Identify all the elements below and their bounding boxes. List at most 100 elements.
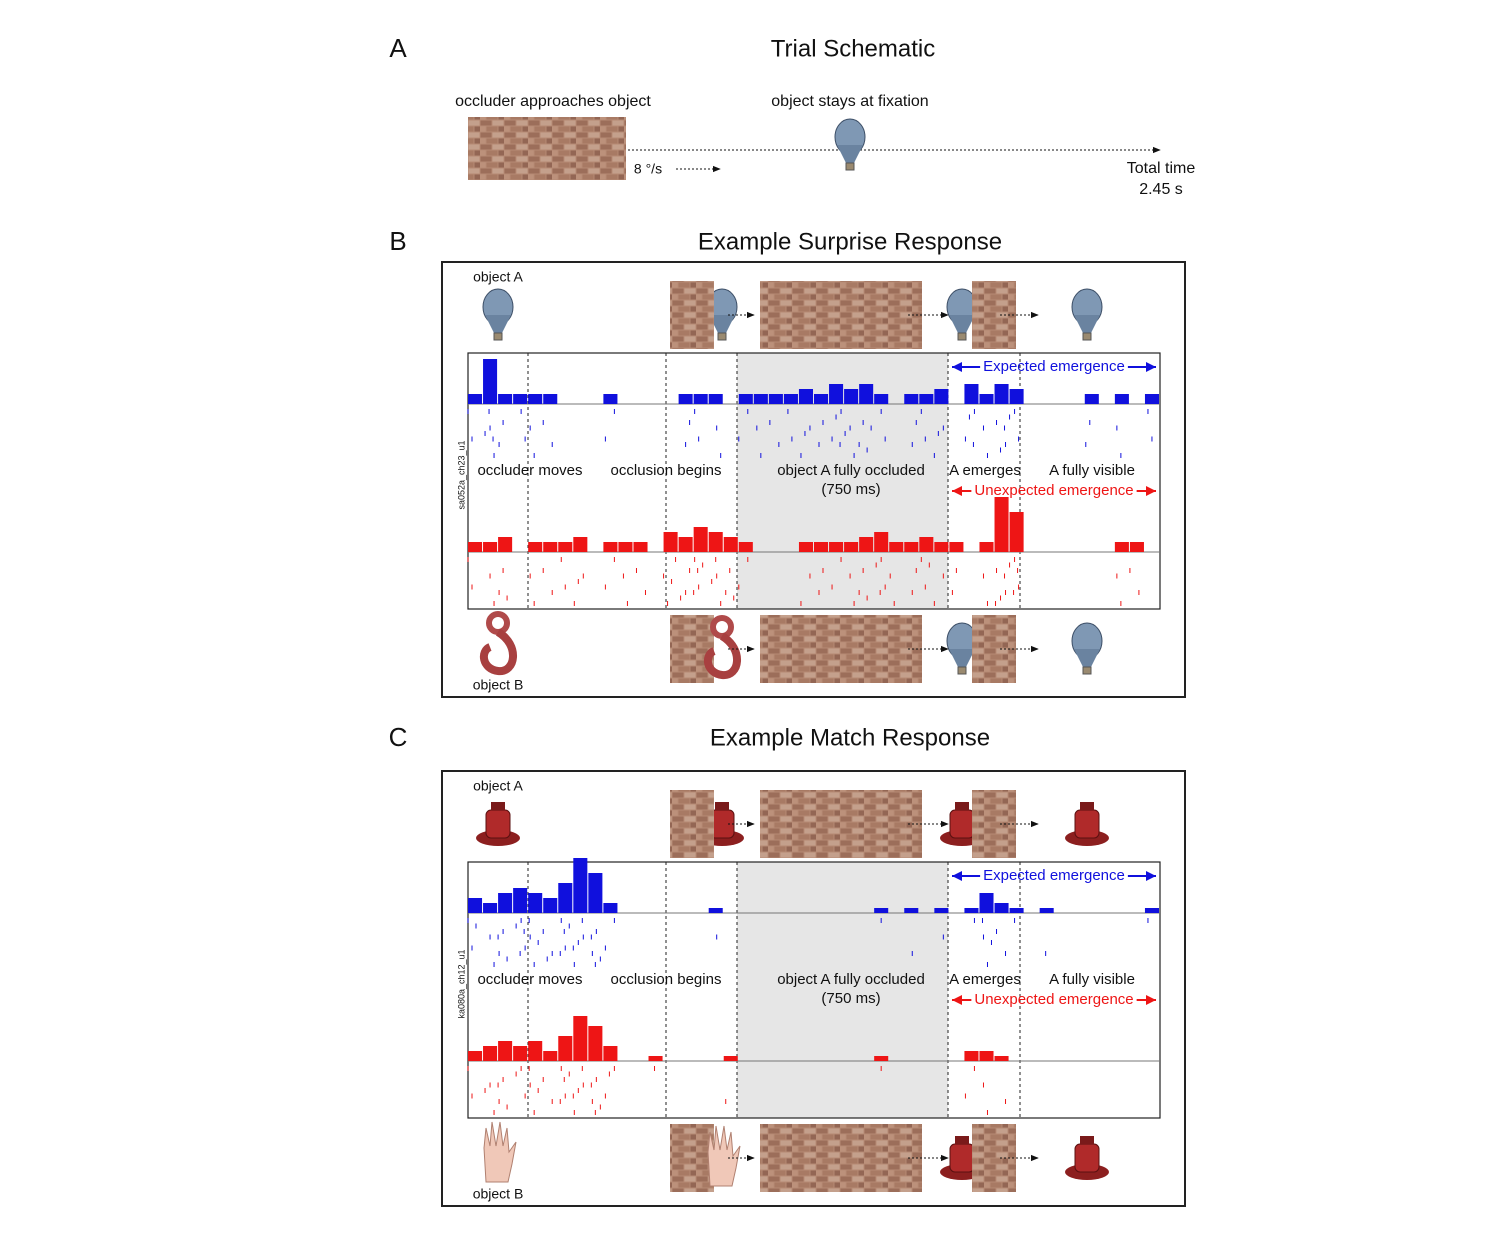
balloon-lower xyxy=(1074,649,1100,667)
icon xyxy=(703,615,741,679)
speed-label: 8 °/s xyxy=(634,161,662,177)
histogram-bar xyxy=(663,532,678,552)
histogram-bar xyxy=(678,394,693,404)
icon xyxy=(946,622,978,675)
histogram-bar xyxy=(708,394,723,404)
histogram-bar xyxy=(1144,908,1159,913)
histogram-bar xyxy=(723,1056,738,1061)
occluder xyxy=(760,615,922,683)
histogram-bar xyxy=(874,1056,889,1061)
histogram-bar xyxy=(588,1026,603,1061)
histogram-bar xyxy=(603,394,618,404)
arrowhead xyxy=(1146,362,1156,372)
event-label: (750 ms) xyxy=(821,481,880,498)
unit-label: sa052a_ch23_u1 xyxy=(456,440,466,509)
histogram-bar xyxy=(528,394,543,404)
lamp-top xyxy=(1080,802,1094,810)
histogram-bar xyxy=(994,384,1009,404)
icon xyxy=(1065,802,1109,846)
balloon-basket xyxy=(957,666,967,675)
histogram-bar xyxy=(829,542,844,552)
panel-box xyxy=(441,261,1186,698)
histogram-bar xyxy=(934,908,949,913)
histogram-bar xyxy=(844,542,859,552)
histogram-bar xyxy=(934,542,949,552)
histogram-bar xyxy=(603,1046,618,1061)
panel-title: Example Match Response xyxy=(710,724,990,751)
lamp-top xyxy=(955,1136,969,1144)
histogram-bar xyxy=(814,394,829,404)
event-label: occlusion begins xyxy=(611,462,722,479)
histogram-bar xyxy=(708,908,723,913)
occlusion-shade xyxy=(737,862,948,1118)
histogram-bar xyxy=(1009,908,1024,913)
balloon-lower xyxy=(485,315,511,333)
balloon-basket xyxy=(493,332,503,341)
histogram-bar xyxy=(468,898,483,913)
histogram-bar xyxy=(859,384,874,404)
hand-shape xyxy=(483,1121,517,1183)
histogram-bar xyxy=(753,394,768,404)
histogram-bar xyxy=(919,394,934,404)
histogram-bar xyxy=(498,537,513,552)
event-label: A fully visible xyxy=(1049,462,1135,479)
histogram-bar xyxy=(798,542,813,552)
histogram-bar xyxy=(1129,542,1144,552)
histogram-bar xyxy=(573,1016,588,1061)
histogram-bar xyxy=(1114,394,1129,404)
occluder xyxy=(670,790,714,858)
event-label: occlusion begins xyxy=(611,971,722,988)
histogram-bar xyxy=(874,908,889,913)
balloon-basket xyxy=(717,332,727,341)
arrowhead xyxy=(1146,871,1156,881)
object-b-label: object B xyxy=(473,1186,524,1202)
histogram-bar xyxy=(513,394,528,404)
histogram-bar xyxy=(513,888,528,913)
occluder xyxy=(760,1124,922,1192)
histogram-bar xyxy=(528,1041,543,1061)
event-label: object A fully occluded xyxy=(777,971,925,988)
event-label: object A fully occluded xyxy=(777,462,925,479)
hook-body xyxy=(479,628,517,675)
icon xyxy=(706,288,738,341)
histogram-bar xyxy=(693,527,708,552)
histogram-bar xyxy=(738,542,753,552)
occluder xyxy=(468,117,626,180)
histogram-bar xyxy=(964,384,979,404)
icon xyxy=(479,611,517,675)
balloon-basket xyxy=(1082,666,1092,675)
histogram-bar xyxy=(483,542,498,552)
histogram-bar xyxy=(558,883,573,913)
icon xyxy=(1071,622,1103,675)
histogram-bar xyxy=(889,542,904,552)
emergence-label: Unexpected emergence xyxy=(974,482,1133,499)
balloon-basket xyxy=(1082,332,1092,341)
histogram-bar xyxy=(738,394,753,404)
histogram-bar xyxy=(994,1056,1009,1061)
duration-label: 2.45 s xyxy=(1139,181,1183,198)
occluder xyxy=(670,615,714,683)
arrowhead xyxy=(952,362,962,372)
histogram-bar xyxy=(1114,542,1129,552)
arrowhead xyxy=(1146,995,1156,1005)
histogram-bar xyxy=(859,537,874,552)
arrowhead xyxy=(952,995,962,1005)
arrowhead xyxy=(952,486,962,496)
histogram-bar xyxy=(994,903,1009,913)
total-time-label: Total time xyxy=(1127,160,1196,177)
balloon-lower xyxy=(837,145,863,163)
occluder xyxy=(670,1124,714,1192)
panel-title: Trial Schematic xyxy=(771,35,935,62)
histogram-bar xyxy=(498,1041,513,1061)
histogram-bar xyxy=(949,542,964,552)
histogram-bar xyxy=(994,497,1009,552)
balloon-basket xyxy=(957,332,967,341)
object-label: object stays at fixation xyxy=(771,93,928,110)
histogram-bar xyxy=(979,893,994,913)
histogram-bar xyxy=(633,542,648,552)
lamp-body xyxy=(485,809,511,839)
histogram-bar xyxy=(513,1046,528,1061)
emergence-label: Unexpected emergence xyxy=(974,991,1133,1008)
histogram-bar xyxy=(468,1051,483,1061)
event-label: A fully visible xyxy=(1049,971,1135,988)
